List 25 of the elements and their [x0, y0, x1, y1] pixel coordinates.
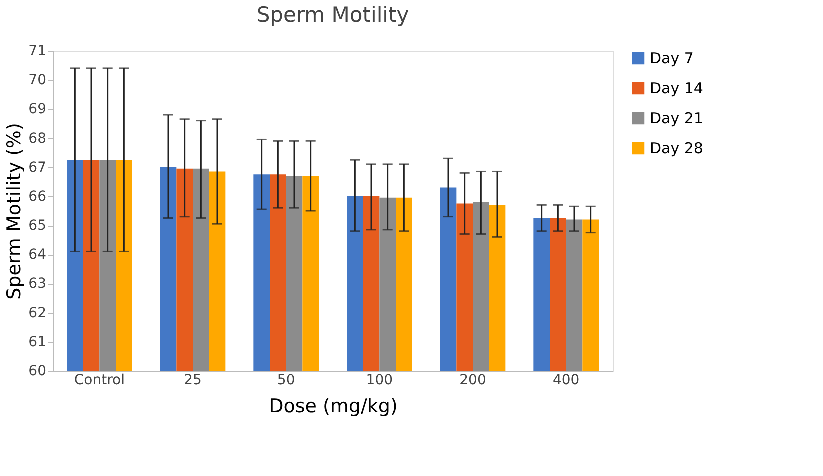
x-tick-label: 25 — [184, 372, 202, 388]
chart-title: Sperm Motility — [256, 3, 410, 27]
legend-label: Day 7 — [650, 50, 694, 68]
y-tick-label: 60 — [28, 364, 46, 380]
y-tick-label: 71 — [28, 44, 46, 60]
y-tick-label: 62 — [28, 305, 46, 322]
x-tick-label: 50 — [277, 372, 296, 388]
y-tick-label: 69 — [28, 102, 46, 118]
y-tick-label: 70 — [28, 72, 46, 89]
y-tick-label: 61 — [28, 334, 46, 350]
y-tick-label: 67 — [28, 160, 46, 176]
x-tick-label: 200 — [460, 372, 486, 388]
x-tick-label: 100 — [366, 372, 394, 388]
y-tick-label: 66 — [28, 188, 47, 205]
y-tick-label: 64 — [28, 247, 47, 264]
x-axis-title: Dose (mg/kg) — [269, 396, 398, 418]
y-tick-label: 68 — [28, 130, 46, 147]
legend-label: Day 14 — [650, 80, 704, 98]
legend-label: Day 28 — [650, 140, 704, 158]
y-tick-label: 63 — [28, 276, 46, 292]
y-tick-label: 65 — [28, 218, 46, 234]
x-tick-label: 400 — [552, 372, 580, 388]
y-axis-title: Sperm Motility (%) — [4, 123, 26, 300]
legend-label: Day 21 — [650, 110, 704, 128]
x-tick-label: Control — [74, 372, 125, 388]
